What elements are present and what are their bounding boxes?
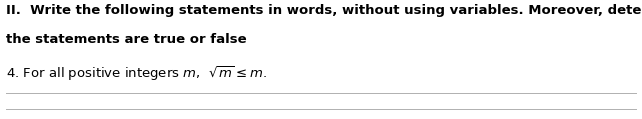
Text: 4. For all positive integers $m$,  $\sqrt{m} \leq m$.: 4. For all positive integers $m$, $\sqrt… bbox=[6, 64, 267, 83]
Text: II.  Write the following statements in words, without using variables. Moreover,: II. Write the following statements in wo… bbox=[6, 4, 642, 17]
Text: the statements are true or false: the statements are true or false bbox=[6, 33, 247, 46]
